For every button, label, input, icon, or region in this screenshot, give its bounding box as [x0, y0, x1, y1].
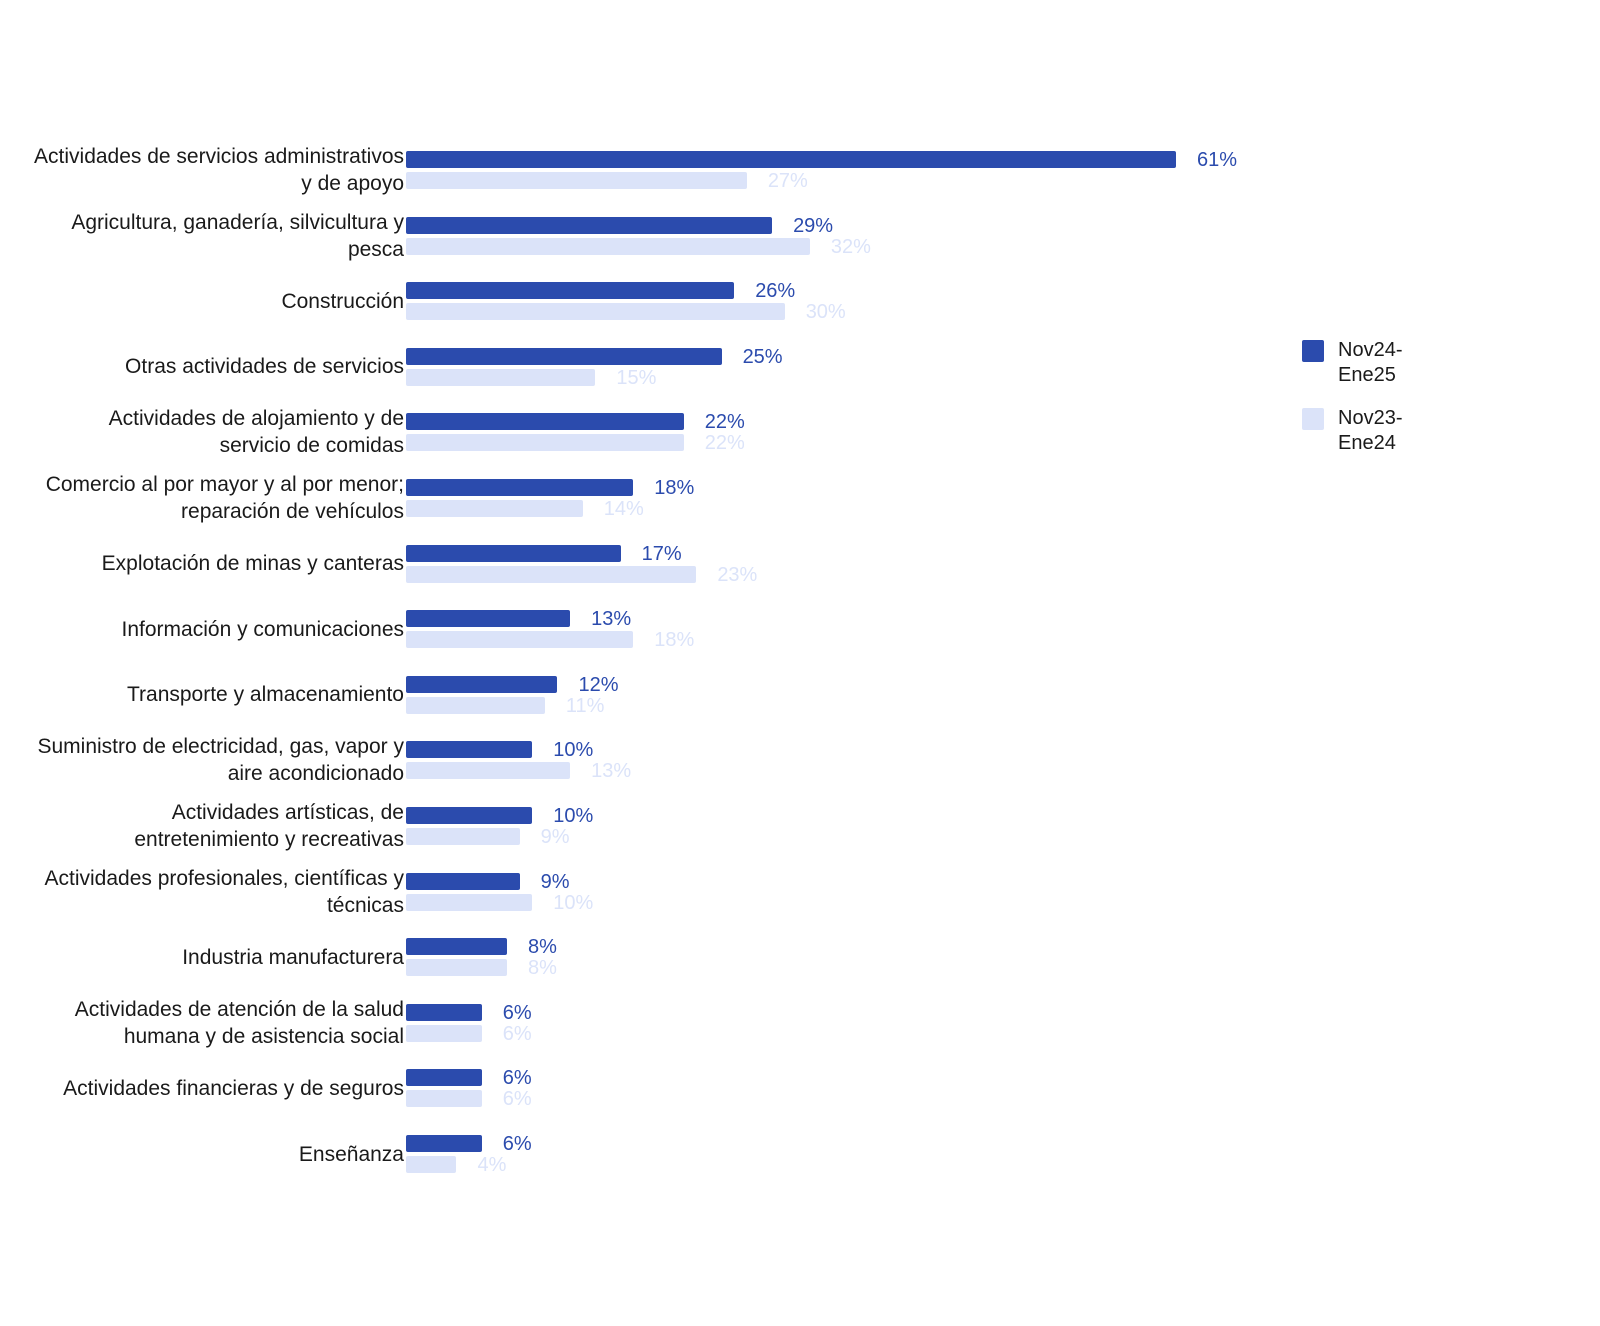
bar-current: [406, 1003, 482, 1021]
bar-current: [406, 807, 533, 824]
data-label-previous: 14%: [603, 498, 644, 520]
bar-previous: [406, 696, 545, 714]
category-label: Explotación de minas y canteras: [101, 552, 404, 576]
data-label-current: 17%: [641, 542, 682, 565]
bar-current: [406, 282, 735, 300]
bar-previous: [406, 500, 583, 517]
bar-current: [406, 151, 1176, 168]
chart-legend: Nov24-Ene25 Nov23-Ene24: [1302, 338, 1418, 474]
legend-label-current: Nov24-Ene25: [1338, 339, 1403, 386]
data-label-current: 13%: [591, 608, 632, 631]
data-label-current: 18%: [654, 477, 695, 499]
category-label: Agricultura, ganadería, silvicultura y p…: [71, 210, 404, 261]
bar-current: [406, 216, 773, 234]
data-label-current: 25%: [742, 345, 783, 368]
data-label-previous: 6%: [502, 1022, 532, 1045]
category-label: Comercio al por mayor y al por menor; re…: [45, 473, 404, 523]
data-label-previous: 9%: [540, 826, 570, 848]
category-label: Transporte y almacenamiento: [126, 683, 404, 707]
category-label: Otras actividades de servicios: [125, 355, 404, 379]
data-label-current: 10%: [553, 805, 594, 827]
bar-current: [406, 675, 558, 693]
bar-previous: [406, 893, 533, 911]
data-label-previous: 30%: [805, 301, 846, 324]
data-label-previous: 13%: [591, 760, 632, 783]
bar-current: [406, 610, 571, 628]
legend-swatch-current: [1302, 340, 1324, 362]
bar-previous: [406, 434, 684, 452]
bar-current: [406, 741, 533, 759]
category-label: Actividades artísticas, de entretenimien…: [134, 801, 404, 851]
bar-previous: [406, 828, 520, 845]
bar-current: [406, 872, 520, 890]
bar-current: [406, 1135, 482, 1152]
data-label-previous: 18%: [654, 629, 695, 652]
category-label: Actividades profesionales, científicas y…: [44, 866, 404, 917]
data-label-current: 29%: [793, 214, 834, 237]
data-label-previous: 10%: [553, 891, 594, 914]
bar-previous: [406, 368, 596, 386]
legend-swatch-previous: [1302, 408, 1324, 430]
data-label-current: 9%: [540, 870, 570, 893]
bar-previous: [406, 172, 747, 189]
bar-previous: [406, 1024, 482, 1042]
bar-previous: [406, 237, 810, 255]
data-label-current: 8%: [527, 936, 557, 959]
bar-current: [406, 413, 684, 431]
bar-current: [406, 347, 722, 365]
data-label-current: 61%: [1197, 149, 1238, 171]
data-label-previous: 8%: [527, 957, 557, 980]
data-label-previous: 11%: [565, 694, 605, 717]
bar-current: [406, 938, 507, 956]
category-label: Actividades de alojamiento y de servicio…: [108, 407, 404, 458]
bar-previous: [406, 303, 785, 321]
bar-previous: [406, 762, 571, 780]
legend-label-previous: Nov23-Ene24: [1338, 407, 1403, 454]
data-label-previous: 4%: [477, 1154, 507, 1176]
bar-previous: [406, 959, 507, 977]
bar-current: [406, 1069, 482, 1087]
category-label: Actividades de atención de la salud huma…: [74, 997, 404, 1048]
category-label: Industria manufacturera: [182, 945, 404, 969]
category-label: Enseñanza: [298, 1142, 404, 1166]
data-label-previous: 22%: [704, 432, 745, 455]
data-label-current: 10%: [553, 739, 594, 762]
category-label: Actividades financieras y de seguros: [63, 1076, 404, 1100]
bar-current: [406, 479, 634, 496]
data-label-previous: 27%: [767, 170, 808, 192]
category-label: Actividades de servicios administrativos…: [34, 145, 404, 195]
data-label-previous: 23%: [717, 563, 758, 586]
legend-item-previous: Nov23-Ene24: [1302, 406, 1418, 456]
data-label-current: 6%: [502, 1001, 532, 1024]
data-label-current: 12%: [578, 673, 619, 696]
data-label-previous: 15%: [616, 366, 657, 389]
bar-previous: [406, 631, 634, 649]
data-label-current: 22%: [704, 411, 745, 434]
category-label: Información y comunicaciones: [121, 617, 404, 641]
data-label-previous: 32%: [830, 235, 871, 258]
category-label: Suministro de electricidad, gas, vapor y…: [37, 735, 404, 786]
bar-previous: [406, 1090, 482, 1108]
bar-previous: [406, 1156, 457, 1173]
data-label-current: 6%: [502, 1133, 532, 1155]
data-label-previous: 6%: [502, 1088, 532, 1111]
bar-previous: [406, 565, 697, 583]
category-label: Construcción: [281, 289, 404, 313]
data-label-current: 6%: [502, 1067, 532, 1090]
bar-current: [406, 544, 621, 562]
legend-item-current: Nov24-Ene25: [1302, 338, 1418, 388]
data-label-current: 26%: [755, 280, 796, 303]
